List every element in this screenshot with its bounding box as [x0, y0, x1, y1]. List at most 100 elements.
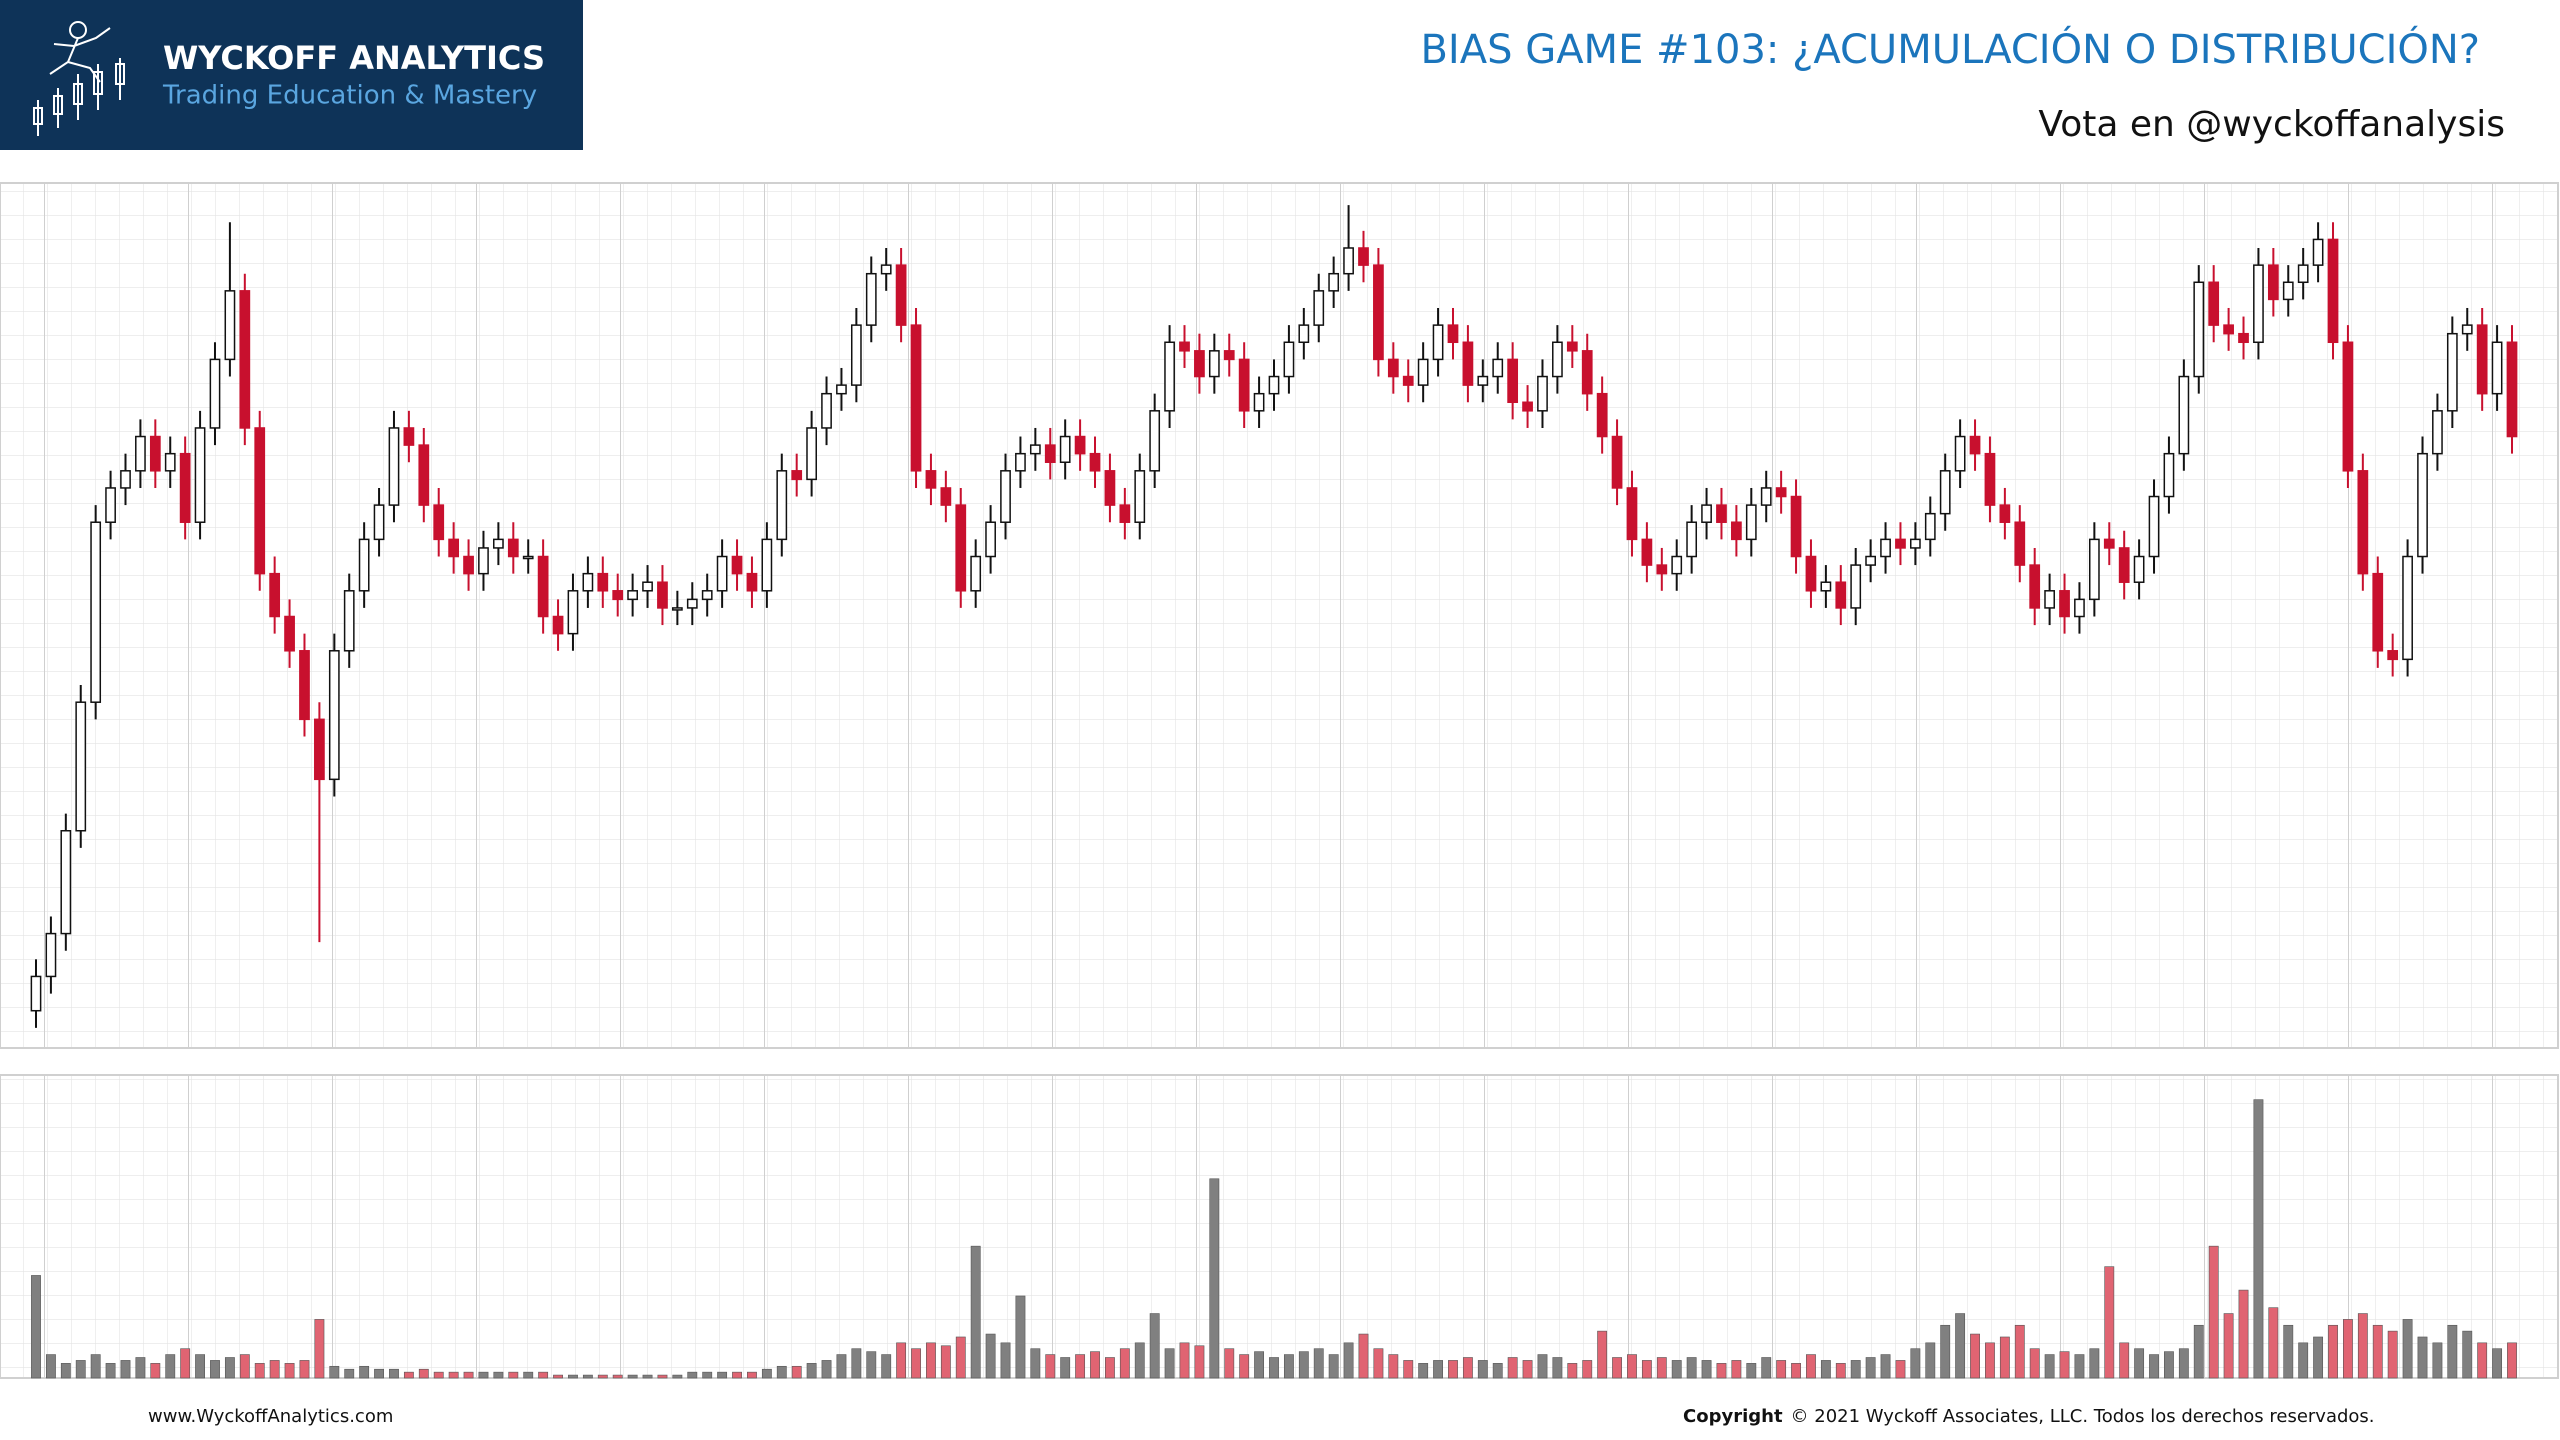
- candle-body: [1253, 392, 1265, 412]
- candle-body: [2148, 495, 2160, 558]
- logo-subtitle: Trading Education & Mastery: [162, 81, 537, 111]
- volume-bar: [657, 1374, 668, 1379]
- candle-body: [2327, 238, 2339, 344]
- volume-bar: [2298, 1342, 2309, 1379]
- candle-body: [1999, 504, 2011, 523]
- volume-bar: [1000, 1342, 1011, 1379]
- candle-body: [1880, 538, 1891, 558]
- volume-bar: [389, 1368, 399, 1379]
- volume-bar: [2208, 1245, 2219, 1379]
- candle-body: [2357, 470, 2369, 575]
- volume-bar: [717, 1371, 728, 1379]
- volume-bar: [1955, 1313, 1966, 1379]
- candle-body: [1223, 350, 1235, 361]
- volume-bar: [314, 1319, 325, 1379]
- candle-body: [269, 572, 281, 618]
- volume-bar: [1269, 1357, 1279, 1379]
- volume-bar: [1283, 1354, 1294, 1379]
- candle-body: [1507, 358, 1519, 403]
- volume-bar: [180, 1348, 191, 1379]
- candle-body: [597, 572, 609, 592]
- candle-body: [343, 590, 355, 652]
- candle-body: [671, 607, 683, 611]
- candle-body: [1865, 555, 1877, 566]
- candle-body: [1015, 452, 1026, 472]
- volume-bar: [896, 1342, 907, 1379]
- volume-bar: [940, 1345, 951, 1379]
- volume-bar: [448, 1371, 459, 1379]
- candle-body: [1417, 358, 1429, 386]
- candle-body: [925, 470, 937, 489]
- candle-body: [1522, 401, 1533, 412]
- volume-bar: [2193, 1324, 2204, 1379]
- candle-body: [1909, 538, 1921, 549]
- candle-body: [1701, 504, 1712, 523]
- candle-body: [314, 718, 325, 781]
- volume-bar: [344, 1368, 355, 1379]
- volume-bar: [1835, 1363, 1846, 1379]
- candle-body: [1134, 470, 1146, 523]
- candle-body: [2223, 324, 2234, 335]
- candle-body: [2342, 341, 2354, 472]
- volume-bar: [463, 1371, 474, 1379]
- volume-bar: [1925, 1342, 1936, 1379]
- candle-body: [970, 555, 982, 592]
- candle-body: [2491, 341, 2503, 395]
- volume-bar: [806, 1363, 817, 1379]
- volume-bar: [776, 1365, 787, 1379]
- candle-body: [880, 264, 892, 275]
- volume-bar: [1910, 1348, 1921, 1379]
- candle-body: [627, 590, 639, 601]
- candle-body: [1194, 350, 1205, 378]
- candle-body: [30, 975, 42, 1012]
- candle-body: [761, 538, 773, 592]
- candle-body: [1238, 358, 1250, 412]
- volume-bar: [1567, 1363, 1578, 1379]
- volume-bar: [1776, 1360, 1787, 1379]
- candle-body: [179, 452, 191, 523]
- candle-body: [2417, 452, 2428, 558]
- volume-bar: [2447, 1324, 2458, 1379]
- volume-bar: [329, 1365, 340, 1379]
- candle-body: [493, 538, 504, 549]
- volume-bar: [1507, 1357, 1518, 1379]
- candle-body: [552, 615, 564, 635]
- candle-body: [850, 324, 862, 386]
- candle-body: [1268, 375, 1280, 395]
- candle-body: [582, 572, 594, 592]
- volume-bar: [195, 1354, 205, 1379]
- candle-body: [1820, 581, 1832, 592]
- volume-bar: [1492, 1363, 1503, 1379]
- candle-body: [2029, 564, 2041, 609]
- candle-body: [1805, 555, 1817, 592]
- volume-bar: [911, 1348, 921, 1379]
- candle-body: [418, 444, 430, 506]
- volume-bar: [2477, 1342, 2488, 1379]
- candle-body: [388, 427, 400, 506]
- candle-body: [1343, 247, 1354, 275]
- volume-bar: [2462, 1330, 2473, 1379]
- candle-body: [2238, 332, 2249, 344]
- candle-body: [224, 290, 236, 361]
- candle-body: [448, 538, 460, 558]
- volume-bar: [239, 1354, 250, 1379]
- candle-body: [2253, 264, 2264, 344]
- volume-bar: [1119, 1348, 1130, 1379]
- volume-bar: [597, 1374, 608, 1379]
- volume-bar: [508, 1371, 519, 1379]
- volume-bar: [105, 1363, 116, 1379]
- candle-body: [2014, 521, 2026, 566]
- volume-bar: [1850, 1360, 1861, 1379]
- candle-body: [1059, 435, 1071, 463]
- candle-body: [776, 470, 788, 541]
- volume-bar: [2059, 1351, 2070, 1379]
- candle-body: [1447, 324, 1459, 344]
- chart-title: BIAS GAME #103: ¿ACUMULACIÓN O DISTRIBUC…: [1420, 25, 2480, 73]
- candle-body: [1626, 487, 1638, 541]
- volume-bar: [1865, 1357, 1876, 1379]
- price-panel-grid: [0, 183, 2558, 1048]
- volume-bar: [523, 1371, 534, 1379]
- volume-bar: [493, 1371, 504, 1379]
- candle-body: [2133, 555, 2145, 583]
- candle-body: [2461, 324, 2473, 335]
